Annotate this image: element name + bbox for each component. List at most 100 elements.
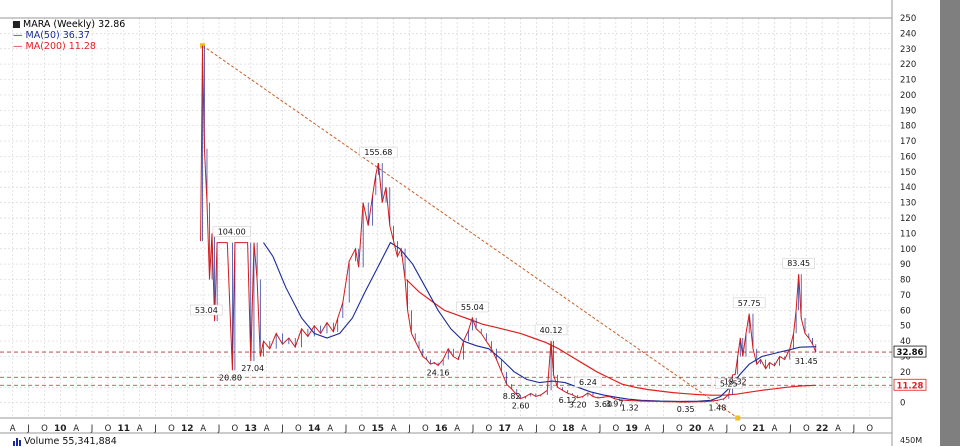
annotation-label: 24.16: [427, 368, 450, 377]
y-tick-label: 240: [900, 29, 916, 39]
legend-ma50-text: MA(50) 36.37: [25, 30, 90, 41]
x-tick-label: A: [200, 424, 206, 434]
y-tick-label: 0: [900, 399, 905, 409]
y-tick-label: 220: [900, 60, 916, 70]
right-value-box: [893, 378, 927, 391]
x-tick-label: 11: [118, 424, 131, 434]
trendline: [202, 45, 739, 419]
x-tick-label: 16: [435, 424, 448, 434]
y-tick-label: 40: [900, 337, 911, 347]
x-tick-label: 19: [625, 424, 638, 434]
annotation-label: 55.04: [461, 303, 484, 312]
y-tick-label: 180: [900, 122, 916, 132]
right-value-label: 11.28: [897, 381, 924, 391]
annotation-label: 6.12: [559, 396, 577, 405]
x-tick-label: A: [708, 424, 714, 434]
ma200-line: [405, 279, 816, 396]
annotation-label: 1.32: [621, 404, 639, 413]
price-line: [200, 45, 817, 403]
volume-tick-label: 450M: [900, 436, 922, 445]
x-tick-label: A: [73, 424, 79, 434]
annotation-label: 155.68: [364, 148, 392, 157]
annotation-label: 6.24: [579, 378, 597, 387]
x-tick-label: O: [486, 424, 493, 434]
x-tick-label: O: [168, 424, 175, 434]
legend-title-text: MARA (Weekly) 32.86: [23, 19, 126, 30]
x-tick-label: J: [852, 424, 856, 434]
x-tick-label: 17: [498, 424, 511, 434]
x-tick-label: O: [359, 424, 366, 434]
annotation-label: 40.12: [540, 326, 563, 335]
y-tick-label: 50: [900, 322, 911, 332]
y-tick-label: 100: [900, 245, 916, 255]
y-tick-label: 140: [900, 183, 916, 193]
annotation-box: [456, 301, 489, 313]
x-tick-label: A: [835, 424, 841, 434]
x-tick-label: 13: [245, 424, 258, 434]
y-tick-label: 130: [900, 199, 916, 209]
x-tick-label: J: [407, 424, 411, 434]
legend-ma200-text: MA(200) 11.28: [25, 41, 96, 52]
x-tick-label: J: [661, 424, 665, 434]
x-tick-label: A: [137, 424, 143, 434]
ma200-line-icon: —: [13, 41, 23, 52]
annotation-label: 2.60: [512, 402, 530, 411]
annotation-box: [782, 257, 815, 269]
x-tick-label: 18: [562, 424, 575, 434]
x-tick-label: J: [534, 424, 538, 434]
annotation-box: [190, 304, 223, 316]
annotation-box: [732, 297, 766, 309]
x-tick-label: 20: [689, 424, 702, 434]
x-tick-label: J: [153, 424, 157, 434]
right-value-box: [893, 345, 927, 358]
annotation-label: 20.80: [219, 374, 242, 383]
x-tick-label: J: [788, 424, 792, 434]
x-tick-label: 21: [752, 424, 765, 434]
x-tick-label: O: [295, 424, 302, 434]
ma50-line-icon: —: [13, 30, 23, 41]
y-tick-label: 160: [900, 152, 916, 162]
legend-ma50: — MA(50) 36.37: [13, 30, 125, 41]
chart-legend: MARA (Weekly) 32.86 — MA(50) 36.37 — MA(20…: [13, 19, 125, 52]
y-tick-label: 90: [900, 260, 911, 270]
x-tick-label: J: [90, 424, 94, 434]
annotation-label: 104.00: [218, 228, 246, 237]
x-tick-label: A: [581, 424, 587, 434]
x-tick-label: O: [612, 424, 619, 434]
annotation-label: 3.20: [569, 401, 587, 410]
x-tick-label: A: [10, 424, 16, 434]
y-tick-label: 30: [900, 352, 911, 362]
scrollbar: [940, 0, 960, 446]
x-tick-label: A: [391, 424, 397, 434]
x-tick-label: O: [549, 424, 556, 434]
y-tick-label: 110: [900, 229, 916, 239]
price-swatch-icon: [13, 21, 20, 28]
x-tick-label: O: [422, 424, 429, 434]
x-tick-label: A: [645, 424, 651, 434]
x-tick-label: O: [105, 424, 112, 434]
legend-title: MARA (Weekly) 32.86: [13, 19, 125, 30]
annotation-label: 18.32: [724, 377, 747, 386]
annotation-label: 8.82: [503, 392, 521, 401]
y-tick-label: 60: [900, 306, 911, 316]
x-tick-label: A: [454, 424, 460, 434]
annotation-label: 53.04: [195, 306, 218, 315]
y-tick-label: 230: [900, 45, 916, 55]
x-tick-label: A: [772, 424, 778, 434]
x-tick-label: A: [327, 424, 333, 434]
annotation-box: [212, 226, 251, 237]
y-tick-label: 20: [900, 368, 911, 378]
y-tick-label: 170: [900, 137, 916, 147]
x-tick-label: J: [471, 424, 475, 434]
legend-ma200: — MA(200) 11.28: [13, 41, 125, 52]
y-tick-label: 150: [900, 168, 916, 178]
y-tick-label: 200: [900, 91, 916, 101]
annotation-box: [359, 146, 398, 158]
x-tick-label: O: [41, 424, 48, 434]
x-tick-label: J: [26, 424, 30, 434]
x-tick-label: J: [598, 424, 602, 434]
x-tick-label: J: [217, 424, 221, 434]
annotation-label: 1.48: [709, 403, 727, 412]
annotation-label: 57.75: [738, 299, 761, 308]
x-tick-label: O: [676, 424, 683, 434]
